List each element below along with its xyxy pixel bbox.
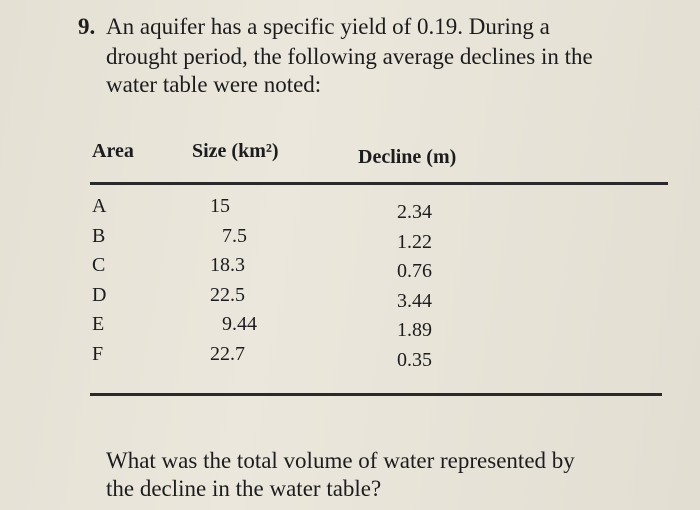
table-cell: C	[92, 254, 106, 277]
table-rule	[90, 393, 662, 396]
table-cell: 15	[210, 195, 230, 217]
table-cell: 1.89	[397, 319, 432, 342]
table-cell: 3.44	[397, 289, 432, 312]
table-cell: 9.44	[222, 313, 257, 336]
table-header: Decline (m)	[358, 146, 457, 168]
intro-line: water table were noted:	[106, 72, 322, 97]
table-cell: E	[92, 313, 105, 336]
table-cell: F	[92, 343, 104, 365]
table-cell: 22.5	[210, 283, 245, 306]
table-cell: 18.3	[210, 254, 245, 277]
table-cell: 1.22	[397, 230, 432, 253]
intro-line: drought period, the following average de…	[106, 44, 593, 69]
table-cell: 0.76	[397, 260, 432, 283]
table-cell: 2.34	[397, 201, 432, 223]
problem-number: 9.	[78, 14, 96, 39]
table-cell: D	[92, 283, 107, 306]
question-line: the decline in the water table?	[106, 476, 382, 501]
table-rule	[90, 182, 668, 185]
table-header: Size (km²)	[192, 140, 279, 162]
intro-line: An aquifer has a specific yield of 0.19.…	[106, 14, 550, 39]
table-cell: 22.7	[210, 343, 245, 365]
table-header: Area	[92, 140, 134, 162]
table-cell: B	[92, 224, 106, 247]
table-cell: 7.5	[222, 224, 247, 247]
table-cell: A	[92, 195, 107, 217]
question-line: What was the total volume of water repre…	[106, 448, 575, 473]
table-cell: 0.35	[397, 349, 432, 371]
